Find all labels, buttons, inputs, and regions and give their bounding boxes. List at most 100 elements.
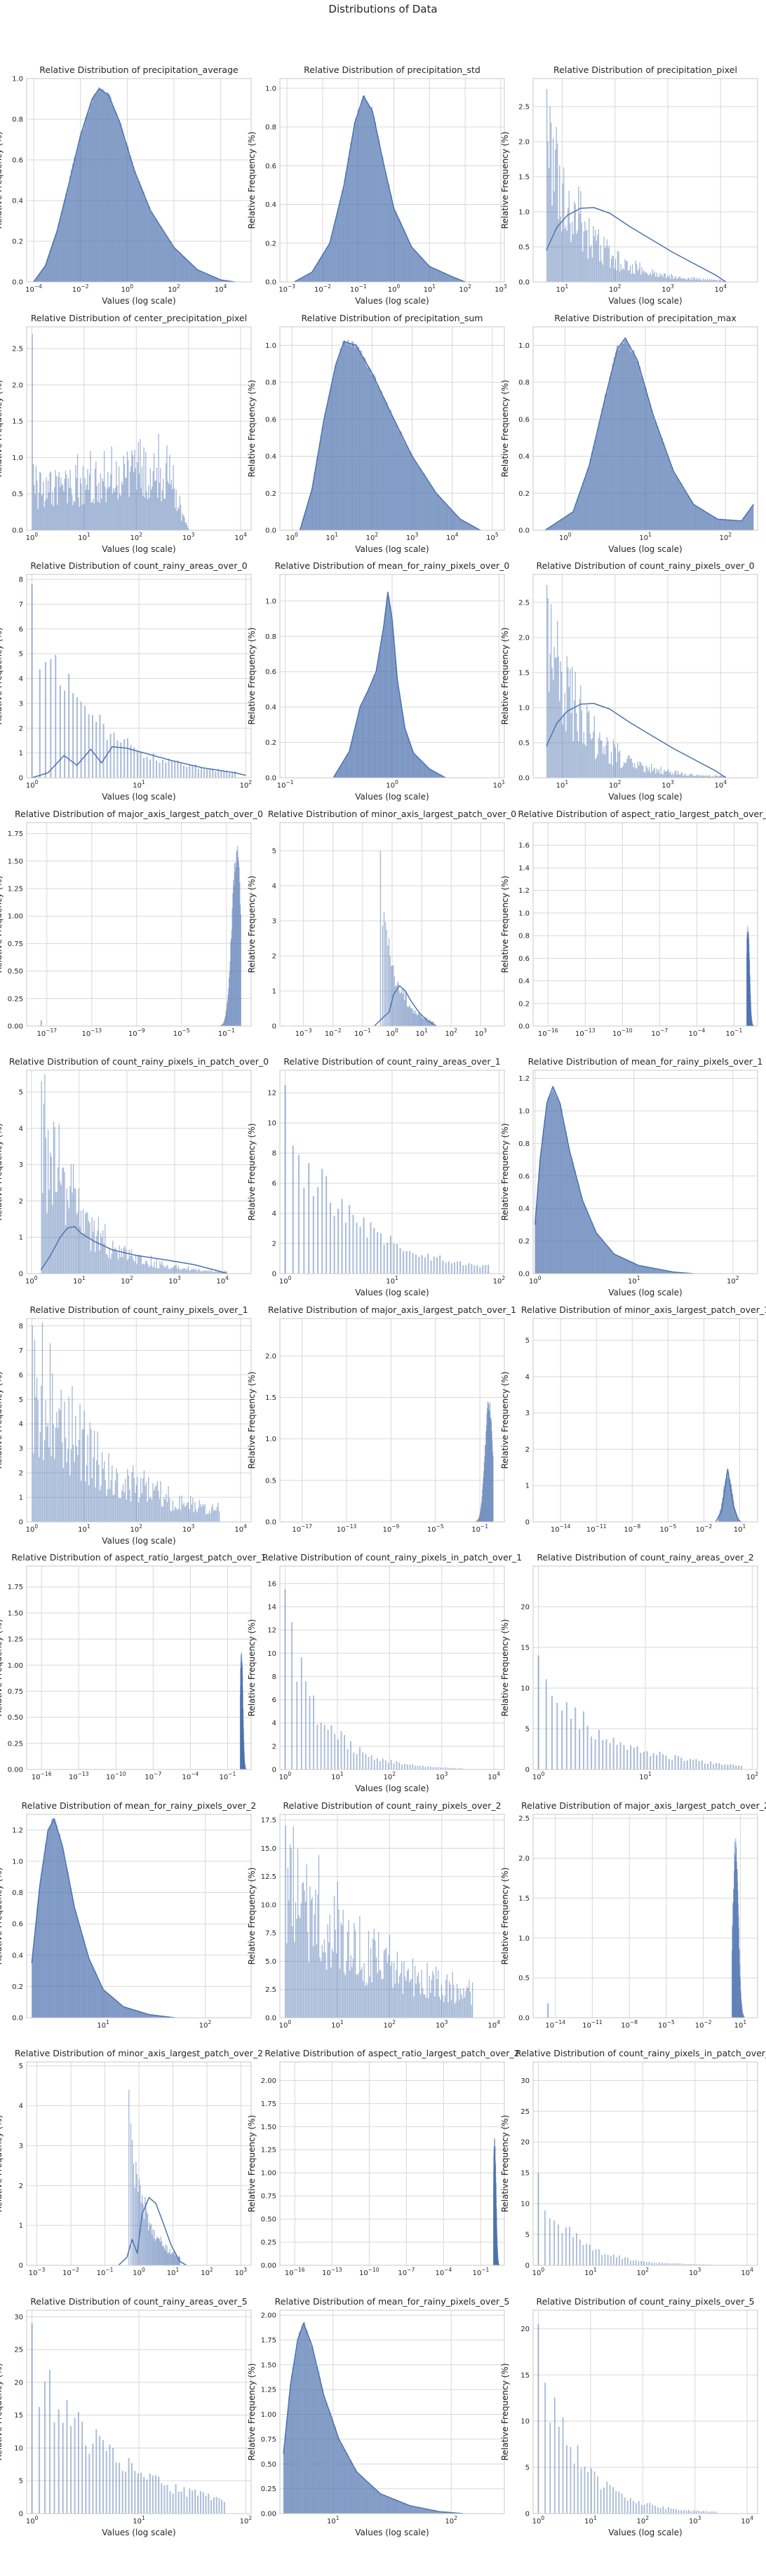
histogram-bar — [307, 1931, 309, 2018]
histogram-bar — [138, 473, 140, 530]
x-axis-label: Values (log scale) — [102, 792, 175, 802]
histogram-bar — [640, 762, 642, 778]
histogram-bar — [612, 2486, 614, 2514]
histogram-bar — [579, 213, 581, 283]
histogram-bar — [440, 1999, 441, 2018]
y-tick-label: 0.8 — [518, 1140, 530, 1148]
histogram-bar — [128, 1475, 130, 1522]
x-tick-label: 104 — [446, 532, 459, 542]
histogram-bar — [600, 245, 602, 283]
histogram-bar — [119, 1497, 121, 1522]
histogram-bar — [706, 775, 707, 778]
histogram-bar — [689, 278, 690, 283]
histogram-bar — [650, 1756, 652, 1770]
histogram-bar — [676, 774, 678, 778]
histogram-bar — [619, 750, 621, 778]
histogram-bar — [340, 1922, 342, 2018]
histogram-bar — [549, 654, 551, 778]
histogram-bar — [170, 479, 173, 530]
histogram-bar — [556, 126, 557, 283]
histogram-bar — [638, 2500, 640, 2514]
y-axis-label: Relative Frequency (%) — [500, 379, 510, 477]
histogram-bar — [137, 2192, 139, 2266]
histogram-bar — [166, 2251, 167, 2266]
histogram-bar — [199, 1499, 200, 1522]
grid — [27, 2309, 251, 2514]
y-tick-label: 4 — [19, 675, 23, 683]
histogram-bar — [102, 1229, 104, 1274]
y-tick-label: 3 — [525, 1410, 530, 1417]
histogram-bar — [640, 274, 642, 283]
y-tick-label: 1.50 — [8, 858, 23, 865]
histogram-bar — [455, 2001, 457, 2018]
histogram-bars — [32, 333, 189, 530]
histogram-bar — [150, 1496, 152, 1522]
x-tick-label: 104 — [216, 1275, 229, 1286]
x-tick-label: 105 — [486, 532, 499, 542]
histogram-bar — [55, 1427, 57, 1522]
histogram-bar — [297, 1848, 299, 2018]
y-tick-label: 5 — [525, 2232, 530, 2239]
histogram-bar — [161, 490, 163, 530]
histogram-bar — [88, 2453, 90, 2514]
histogram-bar — [284, 1085, 286, 1274]
histogram-bar — [467, 1988, 469, 2018]
y-tick-label: 0.25 — [8, 995, 23, 1003]
histogram-bar — [412, 1012, 414, 1026]
x-tick-label: 103 — [436, 2019, 448, 2030]
y-axis-label: Relative Frequency (%) — [0, 875, 4, 973]
histogram-bar — [180, 1509, 182, 1522]
histogram-bar — [146, 757, 148, 778]
histogram-bar — [598, 229, 600, 283]
y-axis-label: Relative Frequency (%) — [0, 1619, 4, 1717]
histogram-bar — [140, 2202, 142, 2266]
y-tick-label: 7 — [19, 1347, 23, 1354]
x-tick-label: 102 — [199, 2019, 212, 2030]
histogram-bar — [210, 2500, 213, 2514]
histogram-bar — [174, 760, 176, 778]
y-tick-label: 1.25 — [8, 885, 23, 893]
histogram-bar — [72, 1444, 74, 1522]
histogram-bar — [114, 487, 116, 530]
y-tick-label: 1.25 — [8, 1636, 23, 1644]
histogram-bar — [626, 2500, 629, 2514]
axes-frame — [532, 2061, 758, 2266]
histogram-bar — [119, 1246, 120, 1274]
x-axis-label: Values (log scale) — [608, 792, 682, 802]
histogram-bar — [597, 2476, 598, 2514]
histogram-bar — [126, 1260, 128, 1274]
histogram-bar — [84, 477, 86, 530]
y-tick-label: 1.50 — [8, 1610, 23, 1617]
histogram-bar — [43, 1103, 45, 1274]
histogram-bar — [405, 993, 408, 1026]
x-tick-label: 10−2 — [314, 283, 331, 294]
histogram-bar — [140, 2472, 142, 2514]
y-tick-label: 0.0 — [12, 279, 23, 287]
histogram-bar — [107, 1257, 109, 1274]
histogram-bar — [156, 2237, 158, 2266]
y-tick-label: 2 — [272, 952, 276, 960]
histogram-bar — [347, 1931, 349, 2018]
chart-title: Relative Distribution of count_rainy_pix… — [536, 2296, 754, 2307]
x-tick-label: 10−8 — [621, 2019, 638, 2030]
histogram-bar — [601, 261, 603, 283]
histogram-bars — [33, 87, 235, 283]
histogram-bar — [131, 2140, 133, 2266]
histogram-bar — [626, 1750, 629, 1770]
plot-area — [280, 326, 504, 530]
histogram-bar — [678, 276, 680, 283]
histogram-bar — [300, 1902, 302, 2018]
y-axis-label: Relative Frequency (%) — [500, 132, 510, 229]
histogram-bar — [48, 2369, 51, 2514]
histogram-bar — [91, 501, 93, 530]
axes-frame — [532, 822, 758, 1026]
histogram-bar — [200, 767, 203, 778]
histogram-bar — [337, 1208, 340, 1274]
histogram-bar — [304, 1901, 307, 2018]
y-tick-label: 20 — [520, 1604, 530, 1612]
histogram-bar — [433, 1257, 435, 1274]
histogram-bar — [341, 1199, 343, 1274]
y-axis-label: Relative Frequency (%) — [247, 1124, 257, 1221]
histogram-bar — [86, 1211, 87, 1274]
